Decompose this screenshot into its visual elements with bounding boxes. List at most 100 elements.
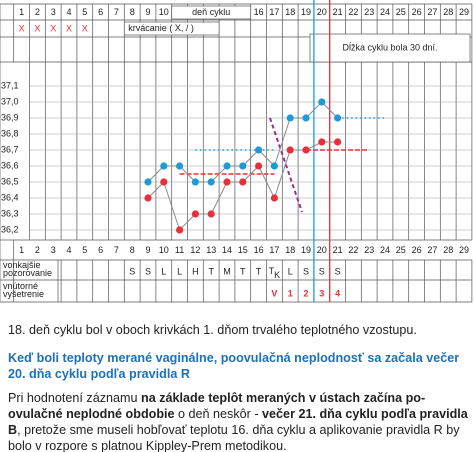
y-tick-label: 36,8 [1,128,19,138]
data-point [176,226,184,234]
day-number: 6 [98,7,103,17]
day-number: 22 [348,245,358,255]
day-number: 8 [130,7,135,17]
series-line [147,101,338,183]
observation: S [129,266,135,276]
data-point [144,178,152,186]
data-point [207,178,215,186]
day-number: 17 [269,245,279,255]
observation: S [319,266,325,276]
bleeding-label: krvácanie ( X, / ) [128,23,194,33]
observation: L [177,266,182,276]
data-point [286,114,294,122]
day-number: 22 [348,7,358,17]
day-number: 16 [254,245,264,255]
day-number: 21 [333,245,343,255]
data-point [160,178,168,186]
day-number: 4 [66,245,71,255]
data-point [239,162,247,170]
data-point [286,146,294,154]
data-point [302,114,310,122]
data-point [207,210,215,218]
observation: L [161,266,166,276]
paragraph-part: o deň neskôr - [174,407,263,421]
day-number: 4 [66,7,71,17]
bleeding-mark: X [19,23,25,33]
day-number: 18 [285,245,295,255]
data-point [160,162,168,170]
row-label: vnútorné vyšetrenie [3,281,44,299]
day-number: 5 [82,245,87,255]
series-line [147,141,338,231]
y-tick-label: 36,4 [1,192,19,202]
day-number: 23 [364,7,374,17]
paragraph-part: na základe teplôt meraných v ústach začí… [8,391,426,421]
row-label-part: vonkajšie [3,260,41,270]
paragraph-part: večer 21. dňa cyklu podľa pravidla B [8,407,468,437]
observation: T [256,266,262,276]
day-number: 19 [301,245,311,255]
internal-mark: 1 [288,288,293,298]
day-number: 24 [380,7,390,17]
day-number: 20 [317,245,327,255]
day-number: 3 [51,245,56,255]
chart: 37,1 37,0 36,9 36,8 36,7 36,6 36,5 36,4 36,3 36,2… [0,0,473,303]
observation: TK [269,266,281,280]
data-point [270,162,278,170]
data-point [191,210,199,218]
row-label: vonkajšie pozorovanie [3,260,52,278]
day-number: 18 [285,7,295,17]
data-point [334,138,342,146]
y-tick-label: 36,5 [1,176,19,186]
data-point [191,178,199,186]
day-number: 29 [459,245,469,255]
y-tick-label: 37,1 [1,80,19,90]
bleeding-mark: X [34,23,40,33]
observation: T [240,266,246,276]
observation-part: K [274,270,280,280]
day-number: 13 [206,245,216,255]
data-point [223,178,231,186]
annotation: Dĺžka cyklu bola 30 dní. [342,41,437,52]
observation: H [192,266,199,276]
day-number: 25 [396,245,406,255]
day-number: 10 [159,7,169,17]
day-number: 27 [427,245,437,255]
internal-mark: 2 [303,288,308,298]
day-number: 17 [269,7,279,17]
day-number: 7 [114,245,119,255]
observation: S [335,266,341,276]
day-number: 12 [190,245,200,255]
day-number: 20 [317,7,327,17]
paragraph: Pri hodnotení záznamu na základe teplôt … [8,390,470,452]
bleeding-mark: X [66,23,72,33]
internal-mark: V [271,288,277,298]
y-tick-label: 36,9 [1,112,19,122]
day-number: 8 [130,245,135,255]
day-number: 10 [159,245,169,255]
day-number: 28 [443,7,453,17]
data-point [144,194,152,202]
day-number: 28 [443,245,453,255]
data-point [239,178,247,186]
day-number: 9 [145,7,150,17]
day-number: 25 [396,7,406,17]
day-number: 6 [98,245,103,255]
data-point [255,146,263,154]
observation: L [288,266,293,276]
observation: T [208,266,214,276]
day-number: 2 [35,7,40,17]
observation-part: T [269,266,275,276]
data-point [334,114,342,122]
header-label: deň cyklu [192,7,230,17]
data-point [176,162,184,170]
day-number: 7 [114,7,119,17]
row-label-part: pozorovanie [3,268,52,278]
day-number: 3 [51,7,56,17]
day-number: 27 [427,7,437,17]
y-tick-label: 36,2 [1,224,19,234]
day-number: 19 [301,7,311,17]
data-point [318,98,326,106]
data-point [223,162,231,170]
